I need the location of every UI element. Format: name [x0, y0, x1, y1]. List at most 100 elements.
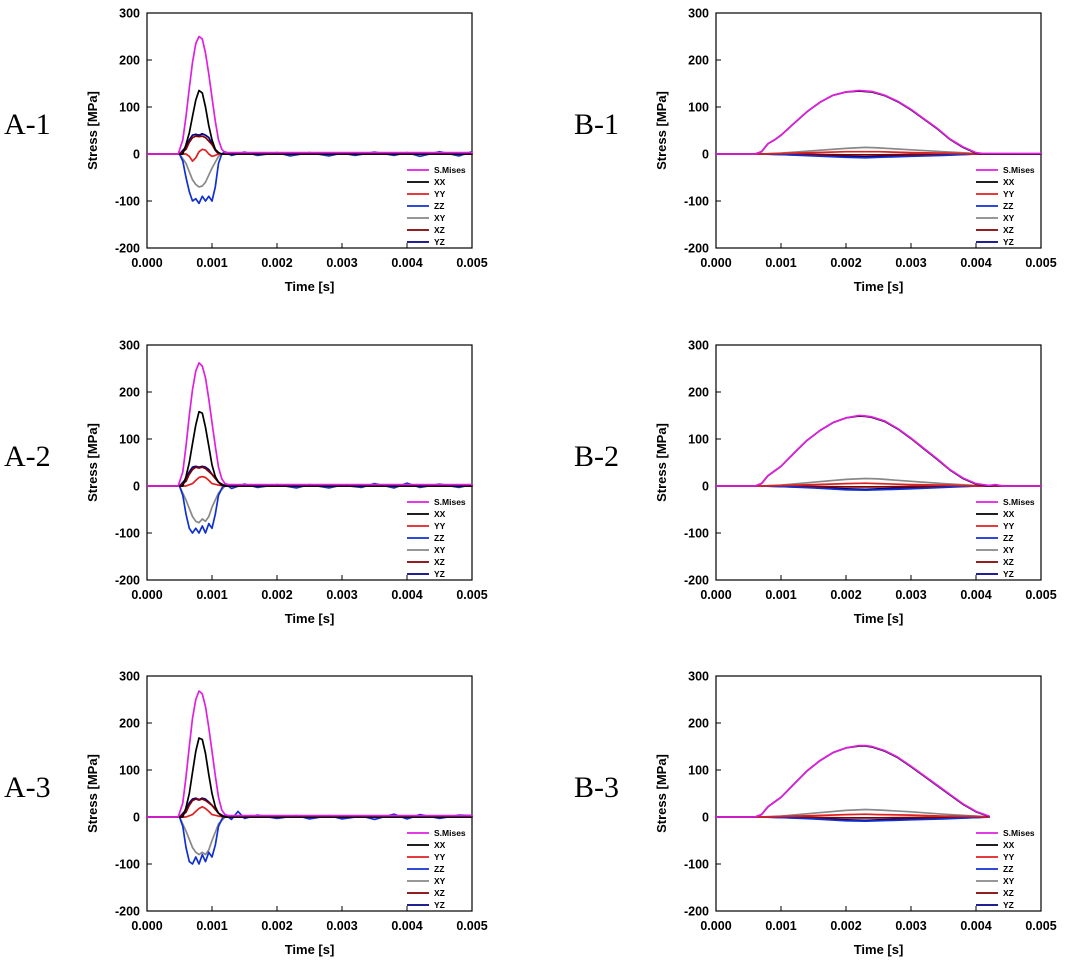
x-tick-label: 0.005: [1025, 588, 1056, 602]
y-tick-label: 200: [119, 54, 140, 68]
legend-label-xz: XZ: [1003, 557, 1014, 567]
series-line-smises: [146, 362, 473, 487]
legend-label-yz: YZ: [434, 569, 445, 579]
panel-label-a1: A-1: [4, 108, 51, 141]
y-tick-label: -200: [684, 242, 709, 256]
series-line-xy: [146, 153, 473, 188]
legend-label-smises: S.Mises: [434, 497, 466, 507]
x-tick-label: 0.005: [1025, 256, 1056, 270]
y-tick-label: 200: [688, 54, 709, 68]
x-tick-label: 0.002: [830, 919, 861, 933]
series-line-xy: [146, 485, 473, 524]
series-line-yz: [146, 797, 473, 818]
y-axis-label: Stress [MPa]: [654, 423, 669, 502]
x-tick-label: 0.004: [391, 256, 422, 270]
y-axis-label: Stress [MPa]: [85, 423, 100, 502]
legend-label-zz: ZZ: [1003, 864, 1013, 874]
series-line-smises: [146, 35, 473, 155]
y-tick-label: -100: [684, 195, 709, 209]
x-tick-label: 0.000: [131, 919, 162, 933]
x-tick-label: 0.000: [131, 256, 162, 270]
legend-label-yz: YZ: [1003, 569, 1014, 579]
x-axis-label: Time [s]: [854, 279, 904, 294]
legend-label-zz: ZZ: [434, 533, 444, 543]
legend-label-yy: YY: [1003, 521, 1015, 531]
y-tick-label: 0: [702, 480, 709, 494]
y-tick-label: 0: [133, 811, 140, 825]
y-tick-label: 0: [702, 148, 709, 162]
y-tick-label: 100: [688, 433, 709, 447]
plot-frame: [146, 675, 473, 912]
plot-frame: [715, 12, 1042, 249]
legend-label-xy: XY: [1003, 876, 1015, 886]
legend-label-xy: XY: [1003, 545, 1015, 555]
y-tick-label: 0: [133, 480, 140, 494]
y-tick-label: 100: [688, 101, 709, 115]
y-tick-label: 300: [119, 339, 140, 353]
y-tick-label: -200: [684, 574, 709, 588]
y-tick-label: -100: [115, 858, 140, 872]
legend-label-smises: S.Mises: [1003, 165, 1035, 175]
x-tick-label: 0.004: [960, 919, 991, 933]
legend-label-xz: XZ: [1003, 888, 1014, 898]
y-tick-label: 100: [119, 433, 140, 447]
y-tick-label: 0: [702, 811, 709, 825]
legend-label-yz: YZ: [1003, 900, 1014, 910]
series-line-zz: [146, 150, 473, 205]
series-line-xz: [146, 135, 473, 155]
x-tick-label: 0.003: [895, 256, 926, 270]
y-axis-label: Stress [MPa]: [85, 91, 100, 170]
x-tick-label: 0.005: [456, 256, 487, 270]
legend-label-xx: XX: [1003, 840, 1015, 850]
series-line-xy: [146, 816, 473, 856]
legend-label-smises: S.Mises: [434, 828, 466, 838]
x-tick-label: 0.001: [196, 919, 227, 933]
legend-label-xx: XX: [434, 177, 446, 187]
legend-label-xx: XX: [434, 509, 446, 519]
x-tick-label: 0.000: [700, 588, 731, 602]
panel-label-a3: A-3: [4, 771, 51, 804]
x-tick-label: 0.001: [765, 588, 796, 602]
legend-label-xy: XY: [434, 876, 446, 886]
y-tick-label: 300: [119, 670, 140, 684]
x-tick-label: 0.001: [765, 919, 796, 933]
y-tick-label: -100: [684, 527, 709, 541]
series-line-yy: [146, 475, 473, 487]
x-tick-label: 0.000: [131, 588, 162, 602]
x-tick-label: 0.001: [765, 256, 796, 270]
y-tick-label: 200: [688, 386, 709, 400]
x-tick-label: 0.005: [456, 919, 487, 933]
legend-label-smises: S.Mises: [1003, 828, 1035, 838]
x-axis-label: Time [s]: [285, 279, 335, 294]
y-tick-label: 200: [688, 717, 709, 731]
legend-label-yy: YY: [434, 189, 446, 199]
legend-label-xx: XX: [1003, 509, 1015, 519]
y-tick-label: 200: [119, 386, 140, 400]
series-line-xx: [146, 89, 473, 155]
series-line-yy: [146, 148, 473, 162]
panel-label-b1: B-1: [574, 108, 619, 141]
x-tick-label: 0.003: [895, 588, 926, 602]
x-tick-label: 0.004: [960, 256, 991, 270]
legend-label-yz: YZ: [434, 237, 445, 247]
x-axis-label: Time [s]: [854, 942, 904, 957]
x-tick-label: 0.002: [830, 256, 861, 270]
legend-label-yy: YY: [1003, 189, 1015, 199]
x-tick-label: 0.001: [196, 588, 227, 602]
legend-label-xz: XZ: [434, 225, 445, 235]
y-tick-label: -200: [115, 905, 140, 919]
series-line-xx: [715, 90, 1042, 155]
series-line-smises: [715, 89, 1042, 155]
x-tick-label: 0.002: [261, 256, 292, 270]
y-tick-label: -200: [684, 905, 709, 919]
panel-label-b3: B-3: [574, 771, 619, 804]
y-tick-label: 0: [133, 148, 140, 162]
x-tick-label: 0.003: [326, 919, 357, 933]
x-axis-label: Time [s]: [285, 942, 335, 957]
x-tick-label: 0.002: [261, 919, 292, 933]
